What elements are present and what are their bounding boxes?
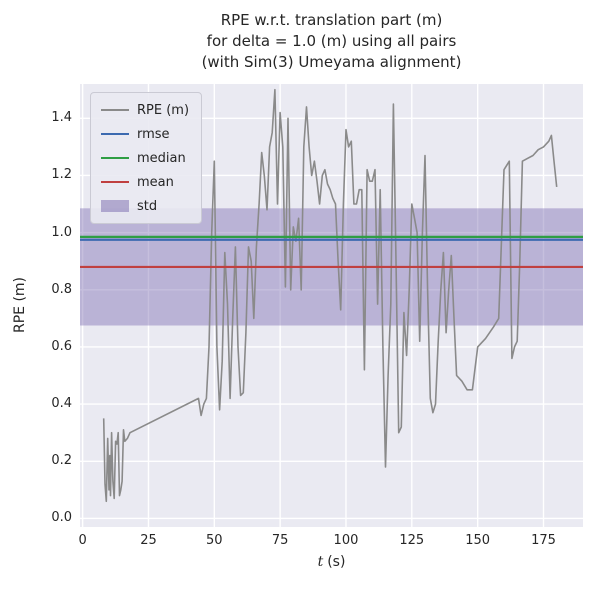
y-tick-label: 0.0 — [51, 510, 72, 526]
y-axis-label: RPE (m) — [12, 276, 28, 334]
x-tick-label: 25 — [140, 533, 157, 548]
legend-item-std: std — [101, 196, 189, 216]
legend-label: RPE (m) — [137, 102, 190, 118]
plot-area: RPE (m) rmse median mean std — [80, 84, 583, 527]
y-tick-label: 0.6 — [51, 338, 72, 354]
x-axis-label: t (s) — [80, 554, 583, 570]
legend-label: median — [137, 150, 186, 166]
y-tick-label: 1.4 — [51, 110, 72, 126]
x-tick-label: 125 — [399, 533, 425, 548]
legend: RPE (m) rmse median mean std — [90, 92, 203, 224]
legend-line-swatch — [101, 133, 129, 135]
x-axis-label-unit: (s) — [327, 554, 346, 570]
x-tick-label: 150 — [465, 533, 491, 548]
x-axis-label-variable: t — [317, 554, 324, 570]
y-tick-label: 1.0 — [51, 224, 72, 240]
legend-patch-swatch — [101, 200, 129, 212]
legend-line-swatch — [101, 109, 129, 111]
legend-line-swatch — [101, 181, 129, 183]
chart-title: RPE w.r.t. translation part (m) for delt… — [80, 10, 583, 73]
y-tick-label: 0.2 — [51, 453, 72, 469]
legend-item-rpe-m-: RPE (m) — [101, 100, 189, 120]
title-line-2: for delta = 1.0 (m) using all pairs — [206, 32, 457, 50]
legend-label: std — [137, 198, 158, 214]
legend-item-mean: mean — [101, 172, 189, 192]
rpe-line — [102, 88, 558, 503]
title-line-3: (with Sim(3) Umeyama alignment) — [201, 53, 462, 71]
plot-canvas — [80, 84, 583, 527]
legend-line-swatch — [101, 157, 129, 159]
x-tick-label: 75 — [271, 533, 289, 548]
y-tick-label: 0.8 — [51, 281, 72, 297]
y-tick-label: 0.4 — [51, 396, 72, 412]
x-tick-label: 0 — [78, 533, 87, 548]
legend-item-median: median — [101, 148, 189, 168]
x-tick-label: 175 — [531, 533, 556, 548]
legend-item-rmse: rmse — [101, 124, 189, 144]
title-line-1: RPE w.r.t. translation part (m) — [220, 11, 443, 29]
legend-label: mean — [137, 174, 174, 190]
y-tick-label: 1.2 — [51, 167, 72, 183]
legend-label: rmse — [137, 126, 170, 142]
x-tick-label: 100 — [333, 533, 359, 548]
x-tick-label: 50 — [206, 533, 223, 548]
